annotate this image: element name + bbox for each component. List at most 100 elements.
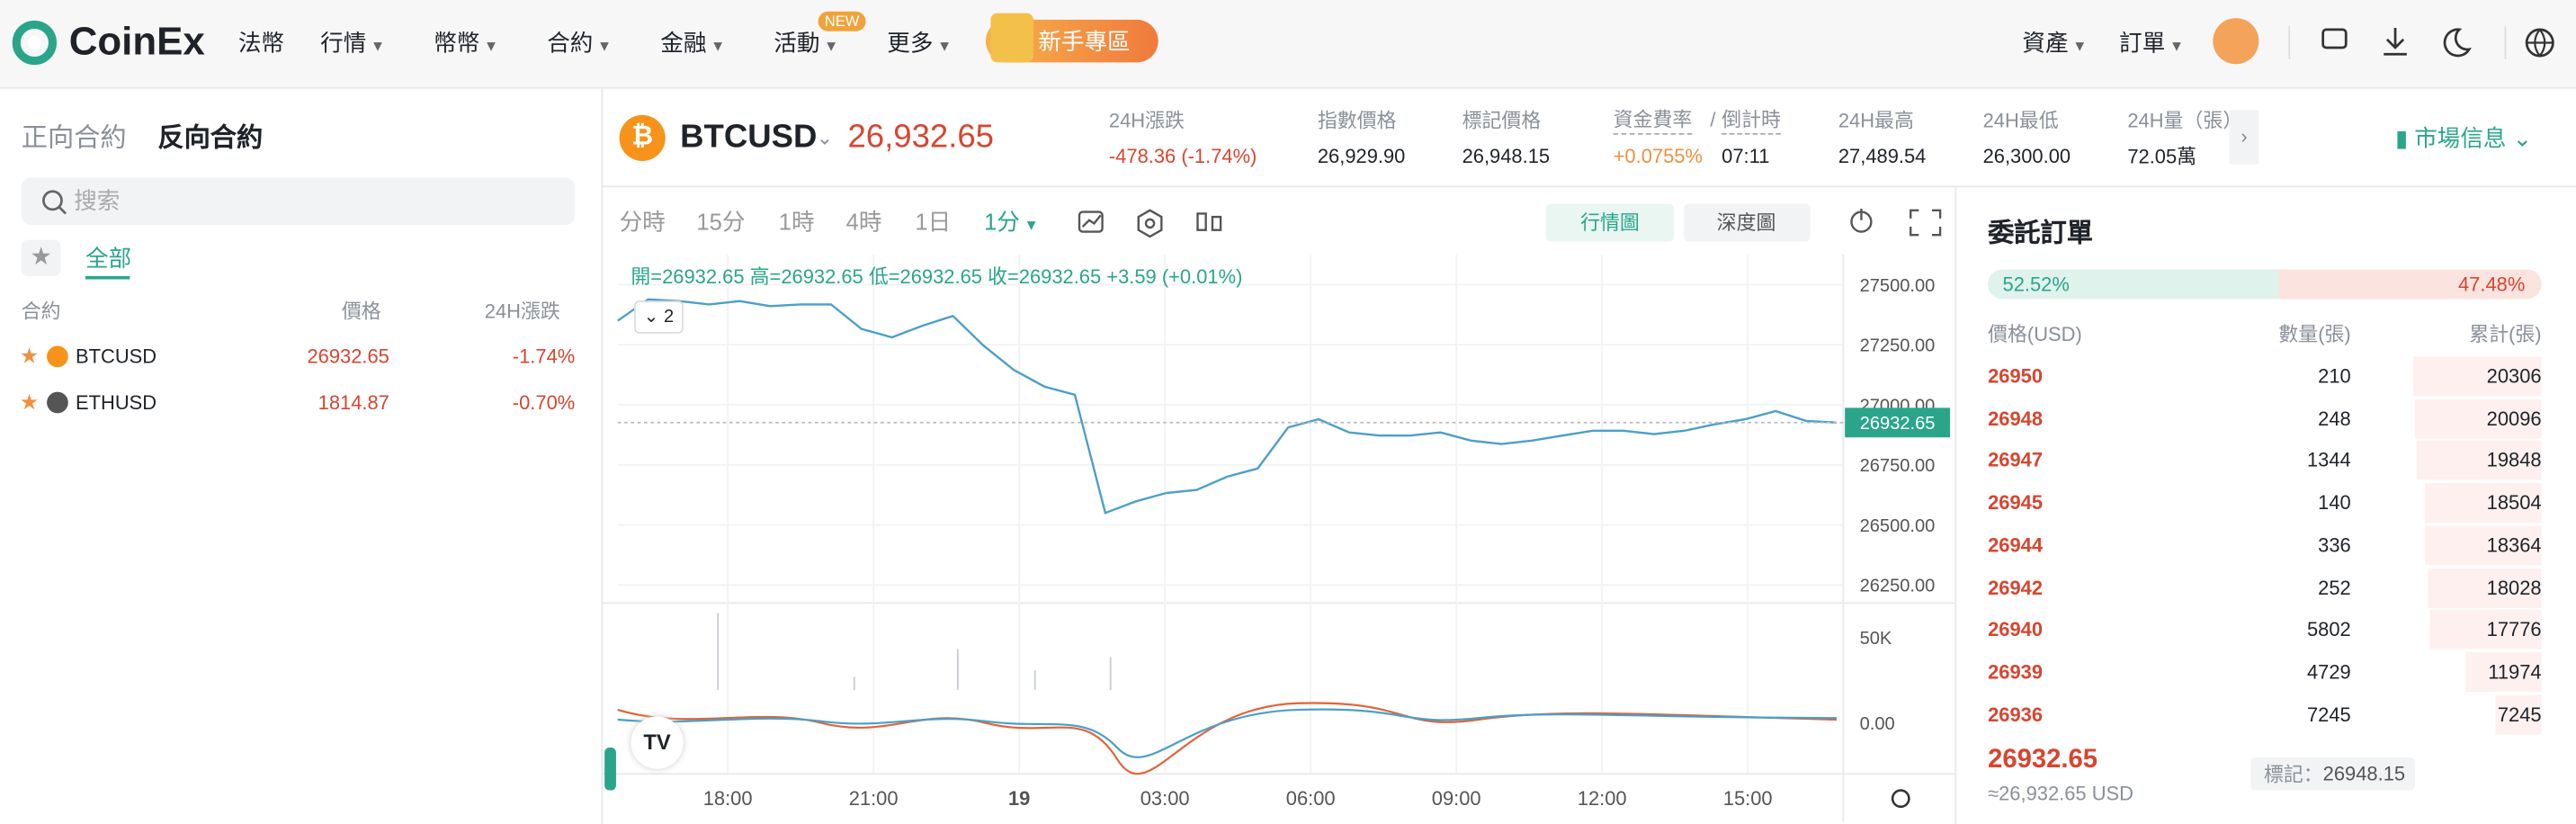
settings-icon [1891, 789, 1910, 809]
ask-price[interactable]: 26939 [1988, 660, 2044, 684]
tab-active[interactable]: 反向合約 [157, 124, 264, 153]
ask-price[interactable]: 26950 [1988, 364, 2044, 389]
logo[interactable]: CoinEx [68, 19, 205, 65]
price-line [617, 298, 1838, 515]
ask-qty: 5802 [2306, 618, 2351, 641]
nav-item[interactable]: 資產 ▼ [2022, 29, 2088, 57]
depth-bar [2424, 483, 2542, 523]
nav-item[interactable]: 幣幣 ▼ [434, 29, 499, 57]
x-tick-label: 03:00 [1140, 787, 1190, 810]
ask-price[interactable]: 26942 [1988, 576, 2044, 599]
stat-value: 26,948.15 [1462, 144, 1551, 168]
nav-item[interactable]: 訂單 ▼ [2119, 29, 2185, 57]
buy-ratio: 52.52% [2002, 273, 2070, 296]
divider [2288, 26, 2291, 59]
funding-rate: +0.0755% [1613, 144, 1703, 168]
interval[interactable]: 1時 [778, 208, 815, 236]
scroll-arrow[interactable]: › [2229, 110, 2259, 165]
promo-text[interactable]: 新手專區 [1038, 28, 1131, 55]
approx: ≈26,932.65 USD [1988, 782, 2133, 805]
stat-label: 標記價格 [1462, 109, 1542, 133]
market-info-text[interactable]: 市場信息 [2414, 124, 2507, 152]
nav-item[interactable]: 合約 ▼ [547, 29, 613, 57]
logo-icon [12, 20, 58, 66]
tab-bg [1545, 203, 1675, 242]
indicator-toggle[interactable]: ⌄ 2 [634, 300, 684, 334]
filter-all[interactable]: 全部 [85, 245, 132, 272]
ask-qty: 252 [2318, 576, 2351, 599]
price: 26932.65 [307, 345, 389, 369]
interval[interactable]: 分時 [619, 208, 666, 236]
favorite-filter[interactable]: ★ [21, 239, 61, 276]
stat-label: 資金費率 [1613, 105, 1693, 135]
price: 1814.87 [318, 390, 389, 415]
last-price-tag [1845, 408, 1951, 438]
interval[interactable]: 4時 [845, 208, 882, 236]
symbol[interactable]: BTCUSD [680, 119, 818, 156]
ask-price[interactable]: 26940 [1988, 618, 2044, 641]
star[interactable]: ★ [19, 343, 40, 369]
ask-total: 20096 [2486, 407, 2542, 430]
caret[interactable]: ⌄ [816, 126, 834, 150]
search-box[interactable] [21, 177, 576, 226]
column: 24H漲跌 [484, 300, 560, 323]
depth-bar [2465, 651, 2542, 692]
stat-label: 24H量（張） [2127, 109, 2243, 133]
depth-bar [2413, 356, 2542, 397]
ask-total: 20306 [2486, 364, 2542, 389]
ask-total: 17776 [2486, 618, 2542, 641]
depth-bar [2495, 694, 2542, 734]
chart-icons [1850, 208, 1942, 237]
symbol[interactable]: BTCUSD [76, 345, 157, 369]
ask-price[interactable]: 26945 [1988, 491, 2044, 515]
stat-value: 72.05萬 [2127, 145, 2197, 169]
column: 價格 [341, 300, 381, 323]
nav-item[interactable]: 更多 ▼ [887, 29, 953, 57]
search-placeholder[interactable]: 搜索 [74, 187, 121, 214]
depth-bar [2428, 568, 2542, 607]
column: 數量(張) [2278, 322, 2351, 346]
avatar[interactable] [2213, 18, 2259, 65]
chart-tab[interactable]: 行情圖 [1580, 210, 1640, 235]
indicator-count: 2 [664, 307, 675, 327]
nav-item[interactable]: 行情 ▼ [320, 29, 386, 57]
interval[interactable]: 15分 [696, 208, 746, 236]
interval[interactable]: 1日 [915, 208, 952, 236]
depth-bar [2428, 609, 2542, 649]
caret: ▼ [593, 38, 613, 55]
nav-item[interactable]: 活動 ▼ [774, 29, 839, 57]
star[interactable]: ★ [19, 389, 40, 415]
chart-tab[interactable]: 深度圖 [1716, 210, 1776, 235]
search-icon [42, 190, 67, 215]
macd-line [617, 708, 1838, 758]
nav-item[interactable]: 金融 ▼ [660, 29, 726, 57]
new-badge: NEW [818, 11, 866, 31]
ask-total: 11974 [2488, 660, 2542, 684]
volume-bars [717, 613, 1112, 691]
tab-bg [1684, 203, 1811, 242]
stat-value: 26,929.90 [1317, 144, 1406, 168]
ask-price[interactable]: 26944 [1988, 533, 2044, 557]
ask-price[interactable]: 26947 [1988, 449, 2044, 472]
divider [601, 88, 604, 824]
ask-total: 18364 [2486, 533, 2542, 557]
stat-label: 24H最高 [1838, 109, 1914, 133]
panel-handle[interactable] [604, 748, 616, 791]
tab[interactable]: 正向合約 [21, 124, 127, 153]
ask-total: 18504 [2486, 491, 2542, 515]
price: 26,932.65 [847, 119, 995, 156]
tv-logo[interactable]: TV [631, 716, 684, 769]
ask-total: 19848 [2486, 449, 2542, 472]
nav-item[interactable]: 法幣 [237, 29, 284, 57]
symbol[interactable]: ETHUSD [76, 390, 157, 415]
mark-label: 標記： [2263, 763, 2323, 786]
volume-axis-label: 50K [1860, 629, 1892, 649]
ask-qty: 336 [2318, 533, 2351, 557]
ask-price[interactable]: 26936 [1988, 703, 2044, 726]
x-tick-label: 09:00 [1432, 787, 1481, 810]
interval[interactable]: 1分 ▼ [984, 208, 1039, 236]
market-info[interactable]: ▮ 市場信息 ⌄ [2395, 124, 2533, 152]
caret: ▼ [479, 38, 499, 55]
caret: ▼ [1019, 217, 1039, 234]
ask-price[interactable]: 26948 [1988, 407, 2044, 430]
